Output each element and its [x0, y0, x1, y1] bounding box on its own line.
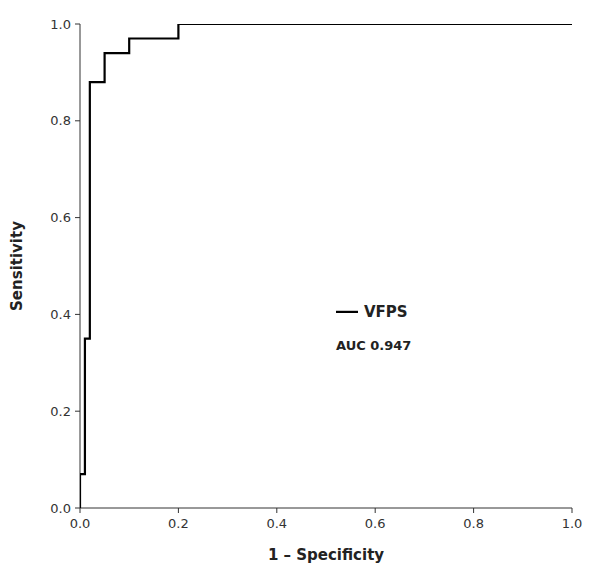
y-tick: [75, 217, 80, 218]
x-tick: [80, 508, 81, 513]
legend-swatch: [336, 311, 358, 313]
x-axis-label: 1 – Specificity: [268, 546, 384, 564]
y-tick-label: 0.8: [50, 113, 71, 128]
x-axis-line: [80, 508, 572, 509]
y-tick-label: 0.4: [50, 307, 71, 322]
y-tick: [75, 508, 80, 509]
y-tick-label: 1.0: [50, 17, 71, 32]
y-tick-label: 0.6: [50, 210, 71, 225]
x-tick: [473, 508, 474, 513]
chart-container: 0.0 0.2 0.4 0.6 0.8 1.0 0.0 0.2 0.4 0.6 0.8 1.0 1 – …: [0, 0, 600, 578]
x-tick: [276, 508, 277, 513]
x-tick-label: 0.0: [70, 516, 91, 531]
y-axis-label: Sensitivity: [8, 221, 26, 311]
x-tick-label: 0.8: [463, 516, 484, 531]
y-tick-label: 0.2: [50, 404, 71, 419]
y-tick: [75, 24, 80, 25]
x-tick-label: 0.6: [365, 516, 386, 531]
x-tick: [572, 508, 573, 513]
legend-label: VFPS: [364, 303, 408, 321]
y-tick: [75, 411, 80, 412]
x-tick-label: 0.2: [168, 516, 189, 531]
plot-area: [80, 24, 572, 508]
roc-line: [80, 24, 572, 508]
x-tick: [375, 508, 376, 513]
axes: 0.0 0.2 0.4 0.6 0.8 1.0 0.0 0.2 0.4 0.6 0.8 1.0: [50, 17, 582, 532]
y-tick: [75, 120, 80, 121]
annotation: AUC 0.947: [336, 338, 411, 353]
x-tick-label: 1.0: [562, 516, 583, 531]
legend: VFPS: [336, 303, 408, 321]
x-tick-label: 0.4: [266, 516, 287, 531]
y-tick-label: 0.0: [50, 501, 71, 516]
chart: 0.0 0.2 0.4 0.6 0.8 1.0 0.0 0.2 0.4 0.6 0.8 1.0 1 – …: [0, 0, 600, 578]
x-tick: [178, 508, 179, 513]
y-tick: [75, 314, 80, 315]
y-axis-line: [80, 24, 81, 508]
